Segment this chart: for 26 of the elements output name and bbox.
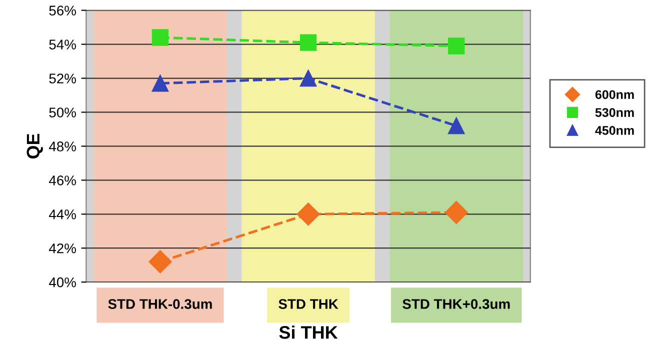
y-tick-label: 50% — [49, 108, 76, 118]
point — [300, 34, 317, 51]
y-tick-label: 56% — [49, 6, 76, 16]
point — [148, 250, 172, 274]
y-tick-label: 52% — [49, 74, 76, 84]
point — [296, 202, 320, 226]
legend-label: 450nm — [595, 126, 634, 135]
x-tick-label: STD THK+0.3um — [402, 299, 510, 309]
x-axis-title: Si THK — [279, 326, 338, 339]
x-tick-label: STD THK — [278, 299, 338, 309]
y-tick-label: 42% — [48, 243, 76, 254]
point — [448, 117, 465, 134]
y-tick-label: 46% — [48, 176, 76, 186]
y-tick-label: 48% — [48, 142, 76, 152]
y-axis-title: QE — [26, 134, 43, 158]
legend-label: 530nm — [595, 108, 634, 117]
y-tick-label: 40% — [48, 277, 76, 288]
point — [448, 38, 465, 54]
point — [152, 29, 169, 46]
point — [152, 75, 169, 92]
y-tick-label: 54% — [49, 40, 76, 50]
x-tick-label: STD THK-0.3um — [108, 299, 212, 309]
point — [300, 70, 317, 87]
point — [444, 200, 468, 224]
legend-label: 600nm — [595, 90, 634, 100]
y-tick-label: 44% — [48, 210, 76, 220]
